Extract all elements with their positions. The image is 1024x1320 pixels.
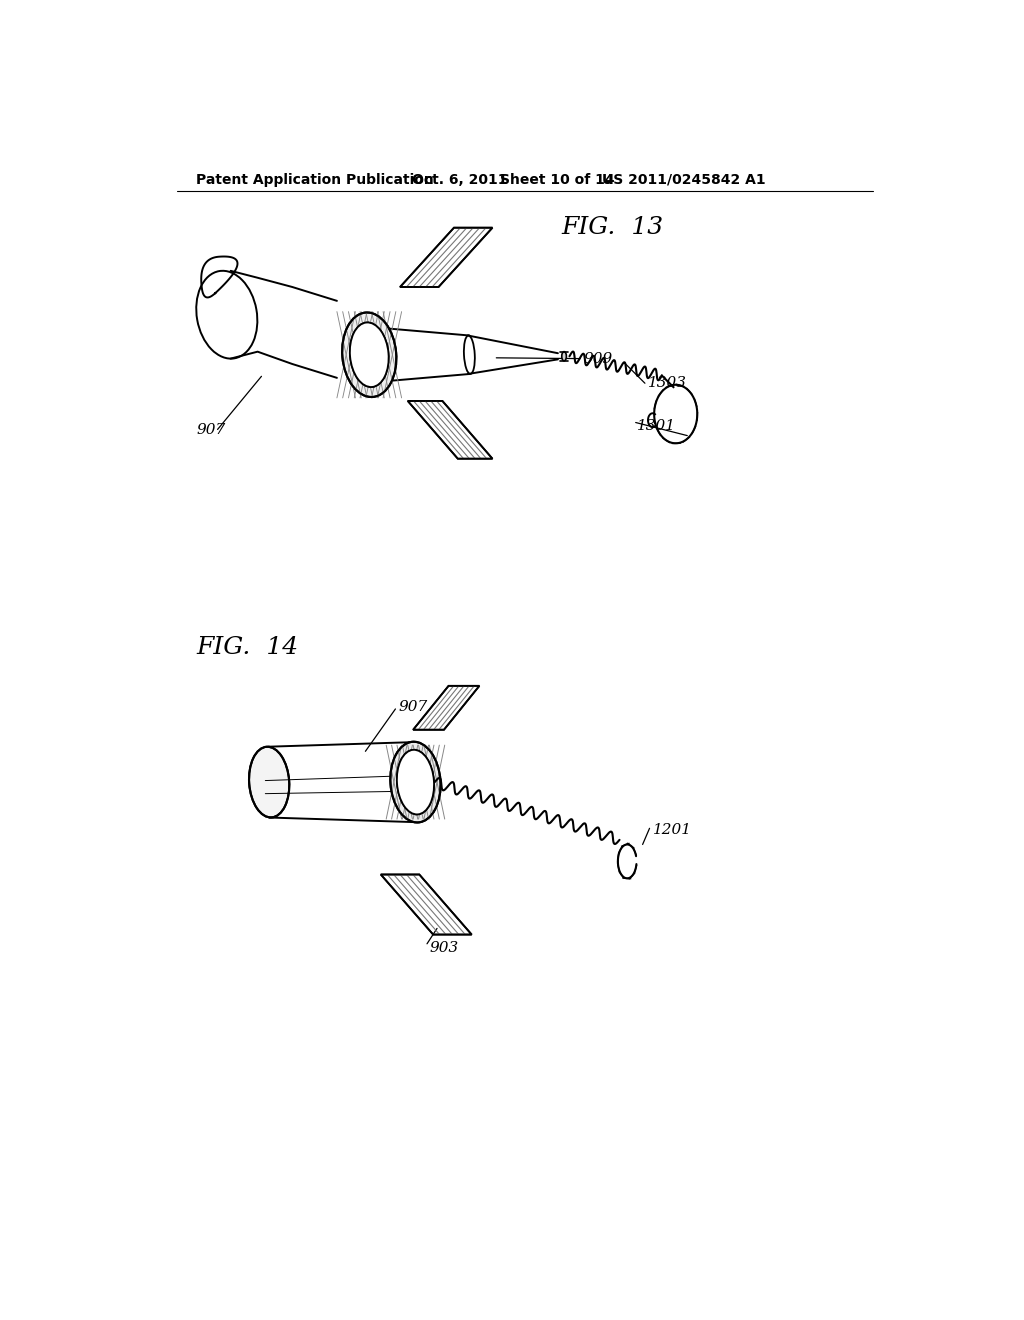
- Text: 1303: 1303: [648, 376, 687, 391]
- Text: 907: 907: [398, 700, 428, 714]
- Ellipse shape: [342, 313, 396, 397]
- Text: 1301: 1301: [637, 420, 676, 433]
- Text: 909: 909: [584, 351, 612, 366]
- Text: Sheet 10 of 14: Sheet 10 of 14: [500, 173, 614, 187]
- Text: Patent Application Publication: Patent Application Publication: [196, 173, 434, 187]
- Ellipse shape: [249, 747, 290, 817]
- Text: 1201: 1201: [652, 822, 691, 837]
- Text: 903: 903: [429, 941, 459, 954]
- Text: Oct. 6, 2011: Oct. 6, 2011: [412, 173, 507, 187]
- Ellipse shape: [562, 351, 566, 360]
- Ellipse shape: [397, 750, 434, 814]
- Ellipse shape: [350, 322, 389, 387]
- Text: 907: 907: [196, 424, 225, 437]
- Text: US 2011/0245842 A1: US 2011/0245842 A1: [602, 173, 765, 187]
- Polygon shape: [400, 227, 493, 286]
- Ellipse shape: [197, 271, 257, 359]
- Polygon shape: [381, 875, 472, 935]
- Text: FIG.  13: FIG. 13: [562, 216, 664, 239]
- Ellipse shape: [350, 322, 389, 387]
- Ellipse shape: [464, 335, 475, 374]
- Polygon shape: [408, 401, 493, 459]
- Text: FIG.  14: FIG. 14: [196, 636, 298, 659]
- Polygon shape: [413, 686, 479, 730]
- Ellipse shape: [390, 742, 440, 822]
- Ellipse shape: [397, 750, 434, 814]
